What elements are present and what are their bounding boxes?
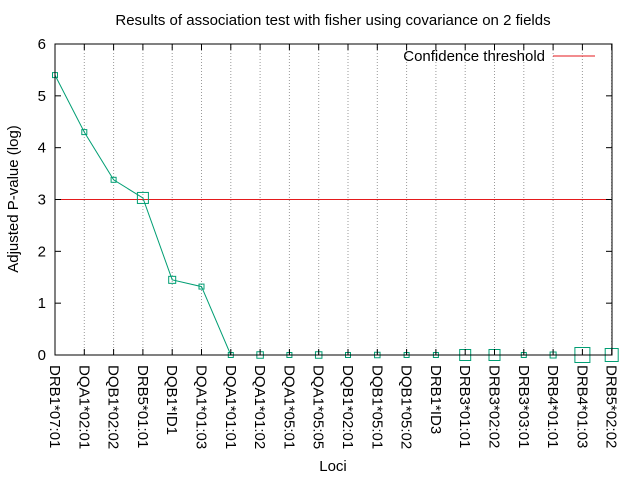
y-tick-label: 6	[38, 36, 46, 53]
x-tick-label: DRB1*07:01	[46, 365, 63, 448]
data-point	[110, 176, 117, 183]
x-tick-label: DQB1*ID1	[163, 365, 180, 435]
data-series	[54, 74, 612, 356]
y-tick-label: 5	[38, 88, 46, 105]
x-tick-label: DQA1*01:03	[193, 365, 210, 449]
x-tick-label: DRB4*01:03	[573, 365, 590, 448]
y-axis: 0 1 2 3 4 5 6	[38, 36, 612, 364]
x-tick-label: DRB1*ID3	[427, 365, 444, 434]
markers	[52, 72, 619, 363]
x-tick-label: DQB1*02:01	[339, 365, 356, 449]
data-point	[198, 283, 205, 290]
x-tick-label: DRB5*02:02	[603, 365, 620, 448]
chart-title: Results of association test with fisher …	[115, 12, 550, 29]
data-point	[81, 129, 88, 136]
x-tick-label: DQA1*05:01	[280, 365, 297, 449]
x-tick-label: DQA1*01:02	[251, 365, 268, 449]
y-axis-label: Adjusted P-value (log)	[5, 125, 22, 273]
y-tick-label: 3	[38, 192, 46, 209]
y-tick-label: 0	[38, 347, 46, 364]
x-axis: DRB1*07:01 DQA1*02:01 DQB1*02:02 DRB5*01:01…	[46, 44, 620, 449]
x-tick-label: DQB1*02:02	[105, 365, 122, 449]
x-tick-label: DQA1*01:01	[222, 365, 239, 449]
x-tick-label: DRB3*02:02	[486, 365, 503, 448]
series-line	[54, 74, 612, 356]
data-point	[168, 275, 177, 284]
legend-label-threshold: Confidence threshold	[403, 48, 545, 65]
legend: Confidence threshold	[403, 48, 595, 65]
x-tick-label: DQA1*02:01	[75, 365, 92, 449]
y-tick-label: 2	[38, 243, 46, 260]
x-tick-label: DQB1*05:01	[368, 365, 385, 449]
y-tick-label: 1	[38, 295, 46, 312]
x-tick-label: DQA1*05:05	[310, 365, 327, 449]
x-tick-label: DQB1*05:02	[398, 365, 415, 449]
x-axis-label: Loci	[319, 458, 347, 475]
x-tick-label: DRB3*01:01	[456, 365, 473, 448]
data-point	[136, 191, 149, 204]
x-tick-label: DRB4*01:01	[544, 365, 561, 448]
x-tick-label: DRB5*01:01	[134, 365, 151, 448]
y-tick-label: 4	[38, 140, 46, 157]
x-tick-label: DRB3*03:01	[515, 365, 532, 448]
